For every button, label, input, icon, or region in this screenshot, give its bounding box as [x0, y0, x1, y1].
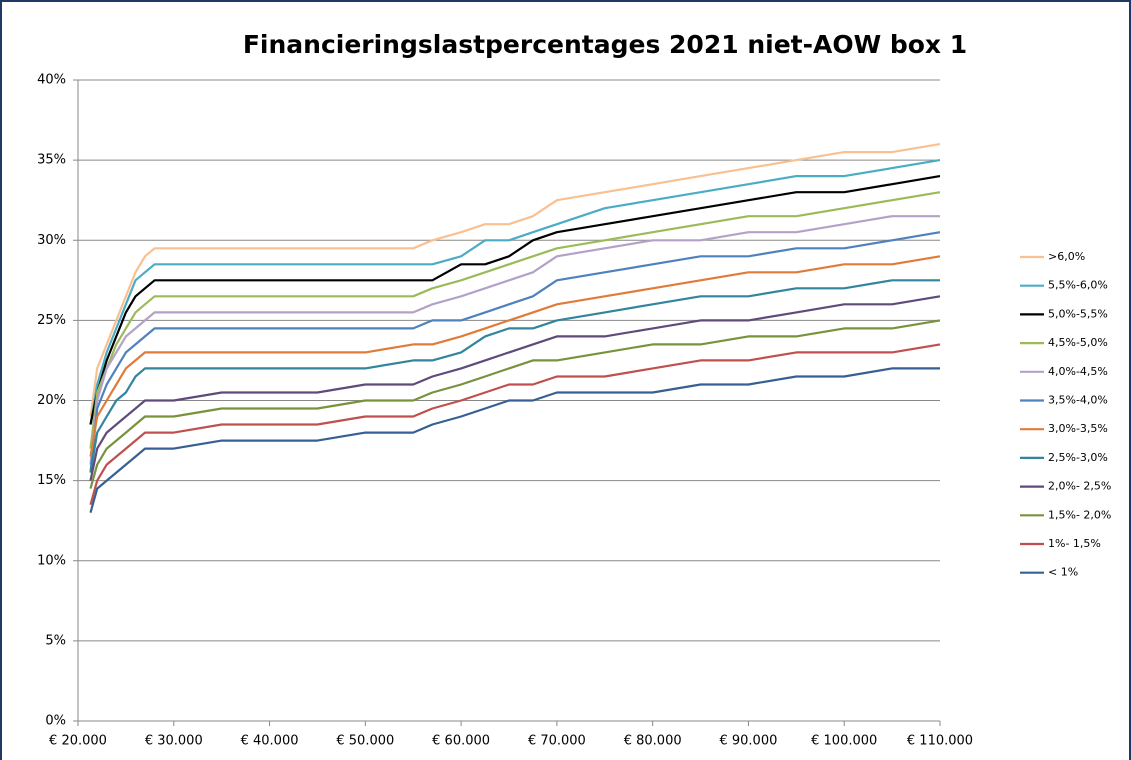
chart-title: Financieringslastpercentages 2021 niet-A…: [243, 30, 967, 59]
y-tick-label: 0%: [45, 714, 66, 729]
series-line: [89, 159, 941, 425]
x-tick-label: € 20.000: [49, 734, 107, 749]
y-tick-label: 20%: [37, 393, 66, 408]
series-line: [89, 215, 940, 465]
legend-label: 4,5%-5,0%: [1048, 336, 1108, 349]
legend-label: 1%- 1,5%: [1048, 537, 1101, 550]
legend-label: 4,0%-4,5%: [1048, 365, 1108, 378]
x-tick-label: € 110.000: [907, 734, 973, 749]
y-tick-label: 5%: [45, 633, 66, 648]
y-tick-label: 30%: [37, 233, 66, 248]
y-tick-label: 40%: [37, 73, 66, 88]
series-line: [89, 143, 941, 417]
legend-label: >6,0%: [1048, 250, 1085, 263]
legend-label: < 1%: [1048, 566, 1078, 579]
x-tick-label: € 90.000: [719, 734, 777, 749]
y-tick-label: 25%: [37, 313, 66, 328]
legend-label: 5,5%-6,0%: [1048, 279, 1108, 292]
legend-label: 5,0%-5,5%: [1048, 307, 1108, 320]
series-line: [89, 343, 941, 505]
legend-label: 3,5%-4,0%: [1048, 394, 1108, 407]
y-tick-label: 10%: [37, 553, 66, 568]
legend-label: 3,0%-3,5%: [1048, 422, 1108, 435]
x-tick-label: € 50.000: [336, 734, 394, 749]
x-tick-label: € 40.000: [241, 734, 299, 749]
legend-label: 2,5%-3,0%: [1048, 451, 1108, 464]
y-tick-label: 15%: [37, 473, 66, 488]
series-line: [89, 255, 941, 457]
x-tick-label: € 80.000: [624, 734, 682, 749]
series-line: [89, 367, 940, 513]
x-tick-label: € 100.000: [811, 734, 877, 749]
series-line: [89, 319, 941, 489]
series-line: [89, 191, 941, 449]
legend-label: 2,0%- 2,5%: [1048, 480, 1111, 493]
series-line: [89, 231, 941, 473]
x-tick-label: € 70.000: [528, 734, 586, 749]
x-tick-label: € 60.000: [432, 734, 490, 749]
x-tick-label: € 30.000: [145, 734, 203, 749]
series-line: [89, 295, 941, 481]
y-tick-label: 35%: [37, 153, 66, 168]
series-line: [89, 279, 940, 473]
series-line: [89, 175, 941, 425]
legend-label: 1,5%- 2,0%: [1048, 508, 1111, 521]
